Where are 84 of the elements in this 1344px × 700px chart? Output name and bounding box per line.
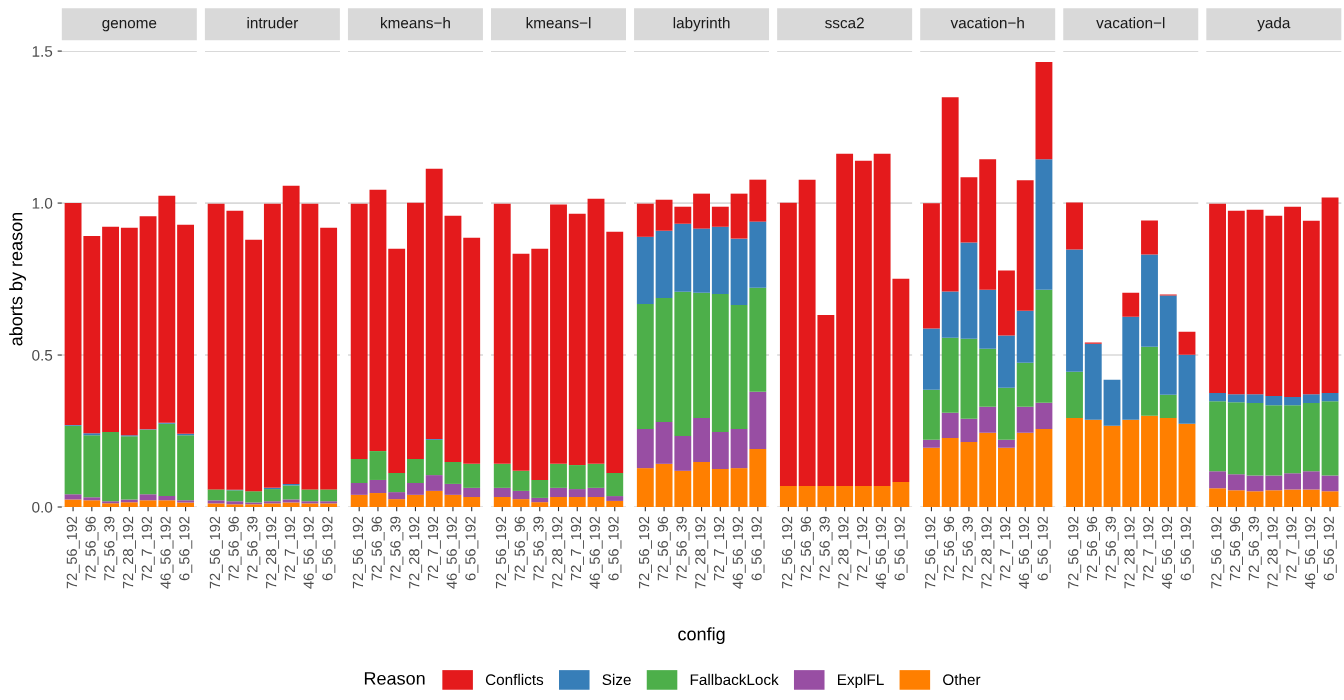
x-tick-label: 72_56_192 (495, 516, 509, 589)
chart-title: vacation−l (1096, 17, 1165, 29)
x-tick-label: 46_56_192 (589, 516, 603, 589)
x-tick-label: 72_7_192 (713, 516, 727, 581)
x-tick-label: 6_56_192 (1323, 516, 1337, 581)
x-tick-label: 6_56_192 (1180, 516, 1194, 581)
y-tick-label: 0.0 (32, 501, 53, 513)
legend-label: Other (943, 673, 981, 686)
x-tick-label: 72_7_192 (284, 516, 298, 581)
x-tick-label: 72_7_192 (427, 516, 441, 581)
legend-label: Conflicts (485, 673, 544, 686)
x-tick-label: 72_56_96 (514, 516, 528, 581)
chart-title: intruder (247, 17, 299, 29)
x-tick-label: 72_56_39 (247, 516, 261, 581)
x-tick-label: 72_7_192 (1000, 516, 1014, 581)
y-axis-title: aborts by reason (9, 212, 26, 346)
x-tick-label: 72_56_192 (925, 516, 939, 589)
x-tick-label: 72_56_39 (819, 516, 833, 581)
x-tick-label: 6_56_192 (1037, 516, 1051, 581)
x-tick-label: 72_56_192 (352, 516, 366, 589)
x-tick-label: 72_56_39 (1248, 516, 1262, 581)
legend-label: FallbackLock (690, 673, 779, 686)
chart-title: kmeans−l (526, 17, 591, 29)
chart-title: labyrinth (673, 17, 730, 32)
x-tick-label: 6_56_192 (751, 516, 765, 581)
x-tick-label: 6_56_192 (465, 516, 479, 581)
y-tick-label: 1.5 (32, 46, 53, 57)
chart-title: genome (102, 19, 157, 32)
x-tick-label: 72_56_192 (1211, 516, 1225, 589)
x-tick-label: 46_56_192 (446, 516, 460, 589)
x-tick-label: 72_7_192 (570, 516, 584, 581)
x-tick-label: 72_56_39 (390, 516, 404, 581)
x-tick-label: 72_28_192 (122, 516, 136, 589)
x-tick-label: 46_56_192 (303, 516, 317, 589)
chart-title: yada (1257, 17, 1291, 32)
x-axis-title: config (678, 627, 725, 645)
x-tick-label: 72_56_96 (943, 516, 957, 581)
x-tick-label: 6_56_192 (608, 516, 622, 581)
x-tick-label: 72_56_96 (1086, 516, 1100, 581)
x-tick-label: 46_56_192 (875, 516, 889, 589)
x-tick-label: 72_56_39 (1105, 516, 1119, 581)
x-tick-label: 6_56_192 (322, 516, 336, 581)
x-tick-label: 72_56_96 (657, 516, 671, 581)
x-tick-label: 72_56_39 (676, 516, 690, 581)
x-tick-label: 46_56_192 (1161, 516, 1175, 589)
x-tick-label: 72_28_192 (1267, 516, 1281, 589)
x-tick-label: 72_28_192 (1124, 516, 1138, 589)
y-tick-label: 1.0 (32, 197, 53, 209)
x-tick-label: 6_56_192 (179, 516, 193, 581)
x-tick-label: 6_56_192 (894, 516, 908, 581)
x-tick-label: 72_56_192 (781, 516, 796, 589)
x-tick-label: 72_56_96 (228, 516, 242, 581)
x-tick-label: 72_28_192 (695, 516, 709, 589)
legend-title: Reason (364, 672, 425, 685)
x-tick-label: 72_56_192 (638, 516, 652, 589)
legend-label: ExplFL (838, 673, 884, 689)
x-tick-label: 46_56_192 (160, 516, 174, 589)
x-tick-label: 72_56_39 (962, 516, 976, 581)
x-tick-label: 72_28_192 (838, 516, 852, 589)
legend-label: Size (602, 673, 631, 686)
chart-title: ssca2 (825, 17, 864, 29)
x-tick-label: 46_56_192 (1304, 516, 1318, 589)
x-tick-label: 72_7_192 (856, 516, 871, 581)
x-tick-label: 72_56_192 (209, 516, 223, 589)
x-tick-label: 46_56_192 (732, 516, 746, 589)
x-tick-label: 72_7_192 (1286, 516, 1300, 581)
x-tick-label: 72_56_96 (371, 516, 385, 581)
x-tick-label: 72_56_96 (85, 516, 99, 581)
x-tick-label: 72_28_192 (409, 516, 423, 589)
chart-title: kmeans−h (381, 17, 450, 29)
x-tick-label: 72_7_192 (141, 516, 155, 581)
x-tick-label: 72_28_192 (981, 516, 995, 589)
x-tick-label: 72_56_39 (104, 516, 118, 581)
x-tick-label: 72_28_192 (552, 516, 566, 589)
chart-title: vacation−h (950, 17, 1024, 29)
x-tick-label: 72_7_192 (1143, 516, 1157, 581)
x-tick-label: 72_56_96 (1229, 516, 1243, 581)
x-tick-label: 72_56_39 (533, 516, 547, 581)
x-tick-label: 72_56_192 (1068, 516, 1082, 589)
y-tick-label: 0.5 (32, 349, 53, 361)
x-tick-label: 72_56_192 (66, 516, 80, 589)
x-tick-label: 46_56_192 (1018, 516, 1032, 589)
x-tick-label: 72_28_192 (265, 516, 280, 589)
x-tick-label: 72_56_96 (800, 516, 814, 581)
